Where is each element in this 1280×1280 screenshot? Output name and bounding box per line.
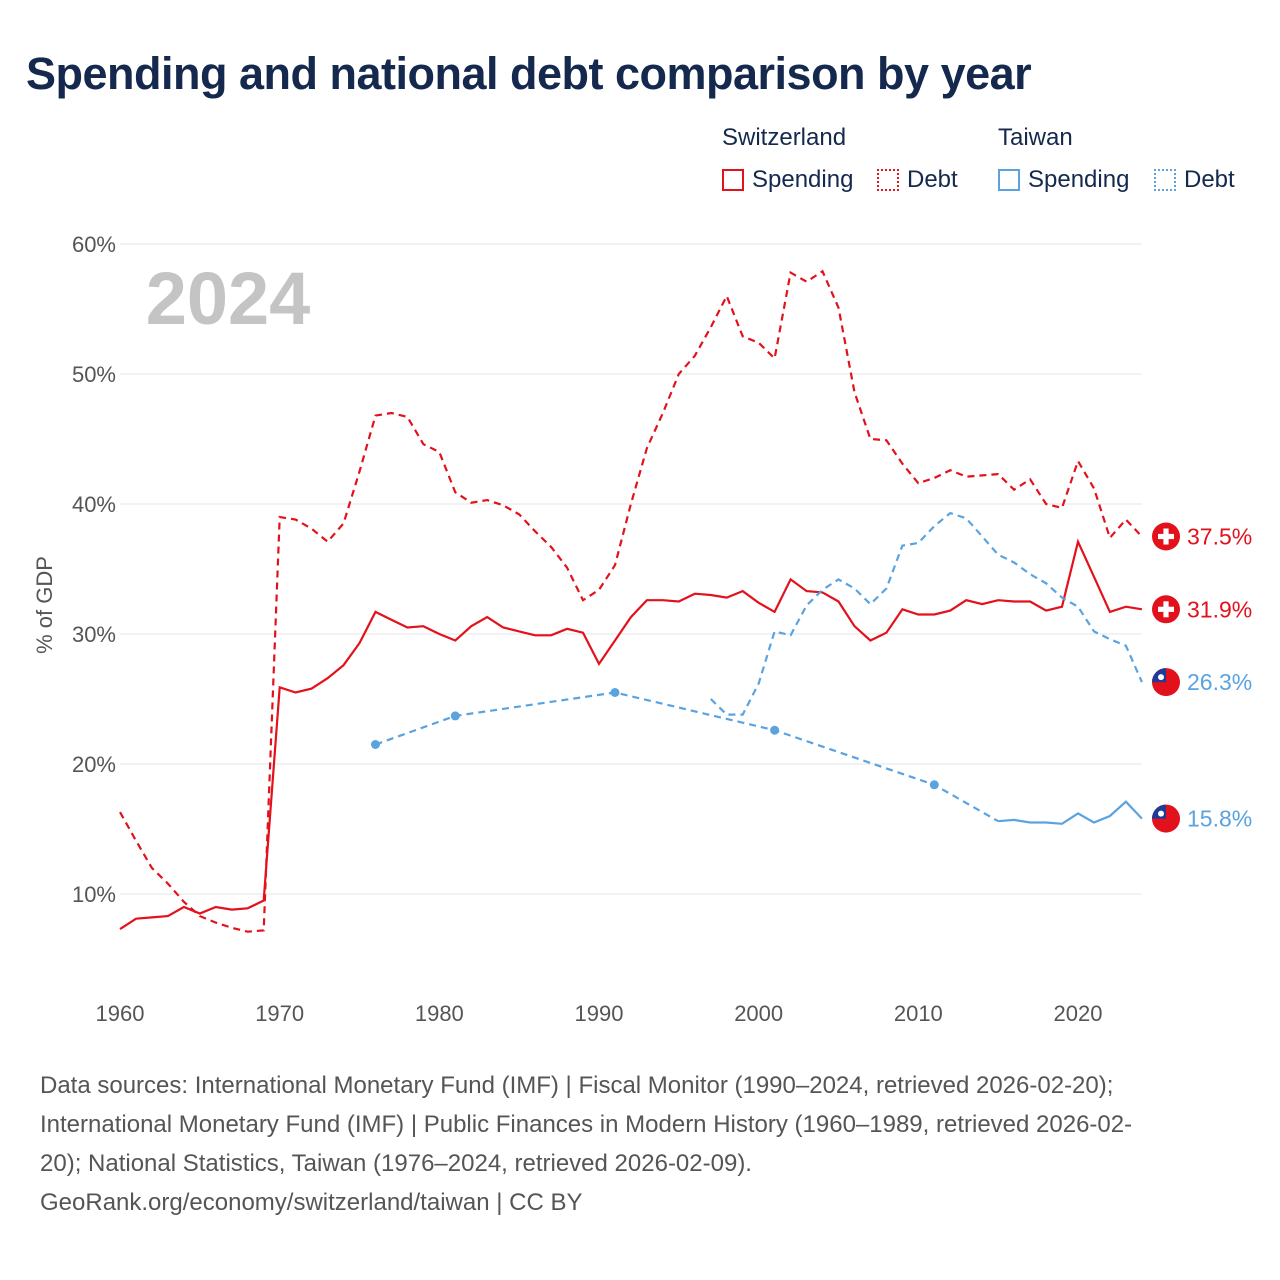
footer-line: International Monetary Fund (IMF) | Publ… [40,1111,1133,1138]
flag-sun [1158,674,1164,681]
legend-taiwan-debt[interactable]: Debt [1154,166,1235,194]
x-tick-label: 1990 [575,1001,624,1026]
legend-switzerland-title: Switzerland [722,124,847,151]
switzerland-spending-end-label: 31.9% [1187,596,1252,622]
legend-switzerland-debt[interactable]: Debt [877,166,958,194]
x-tick-label: 2010 [894,1001,943,1026]
page-title: Spending and national debt comparison by… [26,48,1032,99]
switzerland-spending-end-marker [1152,595,1180,624]
x-tick-label: 1970 [255,1001,304,1026]
data-sources-footer: Data sources: International Monetary Fun… [40,1066,1240,1222]
y-tick-label: 40% [72,492,116,517]
taiwan-spending-point [770,725,780,735]
line-chart: 10% 20% 30% 40% 50% 60% 1960 1970 1980 1990 2000 20… [32,232,1252,1026]
footer-line: Data sources: International Monetary Fun… [40,1072,1114,1099]
legend-taiwan-title: Taiwan [998,124,1073,151]
taiwan-debt-end-marker [1152,668,1180,697]
taiwan-spending-end-marker [1152,804,1180,833]
switzerland-debt-line [119,269,1143,933]
flag-cross [1158,606,1174,612]
legend-taiwan-spending[interactable]: Spending [998,166,1129,194]
legend-switzerland-spending[interactable]: Spending [722,166,853,194]
switzerland-debt-end-label: 37.5% [1187,524,1252,550]
legend-label: Spending [752,166,854,193]
flag-sun [1158,810,1164,817]
year-watermark: 2024 [146,257,311,340]
y-tick-label: 60% [72,232,116,257]
y-tick-label: 50% [72,362,116,387]
legend-label: Debt [907,166,958,193]
legend-swatch-dotted-blue [1154,169,1176,191]
legend-swatch-dotted-red [877,169,899,191]
x-tick-label: 1960 [96,1001,145,1026]
taiwan-spending-point [610,688,620,697]
taiwan-spending-point [370,740,380,749]
switzerland-debt-end-marker [1152,522,1180,551]
x-tick-label: 1980 [415,1001,464,1026]
legend-label: Debt [1184,166,1235,193]
x-tick-label: 2000 [734,1001,783,1026]
y-tick-label: 20% [72,752,116,777]
legend-swatch-solid-blue [998,169,1020,191]
legend-label: Spending [1028,166,1130,193]
taiwan-spending-line [998,800,1143,825]
legend-swatch-solid-red [722,169,744,191]
switzerland-spending-line [119,538,1143,931]
footer-line: 20); National Statistics, Taiwan (1976–2… [40,1150,752,1177]
taiwan-spending-line-estimated [375,691,999,823]
footer-link[interactable]: GeoRank.org/economy/switzerland/taiwan |… [40,1189,583,1216]
y-tick-label: 10% [72,882,116,907]
flag-cross [1158,533,1174,540]
y-axis-label: % of GDP [32,556,57,654]
taiwan-debt-line [710,511,1143,716]
x-tick-label: 2020 [1054,1001,1103,1026]
taiwan-spending-end-label: 15.8% [1187,806,1252,832]
taiwan-spending-point [450,711,460,721]
y-tick-label: 30% [72,622,116,647]
taiwan-debt-end-label: 26.3% [1187,669,1252,695]
taiwan-spending-point [929,780,939,790]
